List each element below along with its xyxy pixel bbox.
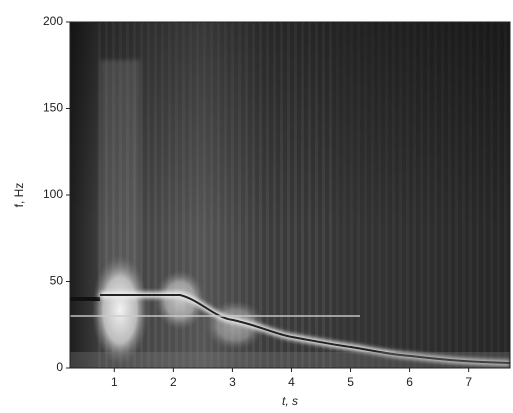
x-axis-label: t, s: [282, 394, 298, 408]
x-tick-label: 1: [111, 375, 118, 389]
x-tick-label: 7: [465, 375, 472, 389]
y-tick-label: 200: [43, 14, 63, 28]
x-tick-label: 4: [288, 375, 295, 389]
x-tick-label: 5: [347, 375, 354, 389]
x-tick-label: 3: [229, 375, 236, 389]
y-tick-label: 0: [56, 360, 63, 374]
y-tick-label: 50: [50, 274, 64, 288]
spectrogram-image: [70, 22, 510, 368]
y-axis-label: f, Hz: [12, 183, 26, 208]
y-tick-label: 150: [43, 101, 63, 115]
y-tick-label: 100: [43, 187, 63, 201]
x-tick-label: 2: [170, 375, 177, 389]
x-tick-label: 6: [406, 375, 413, 389]
